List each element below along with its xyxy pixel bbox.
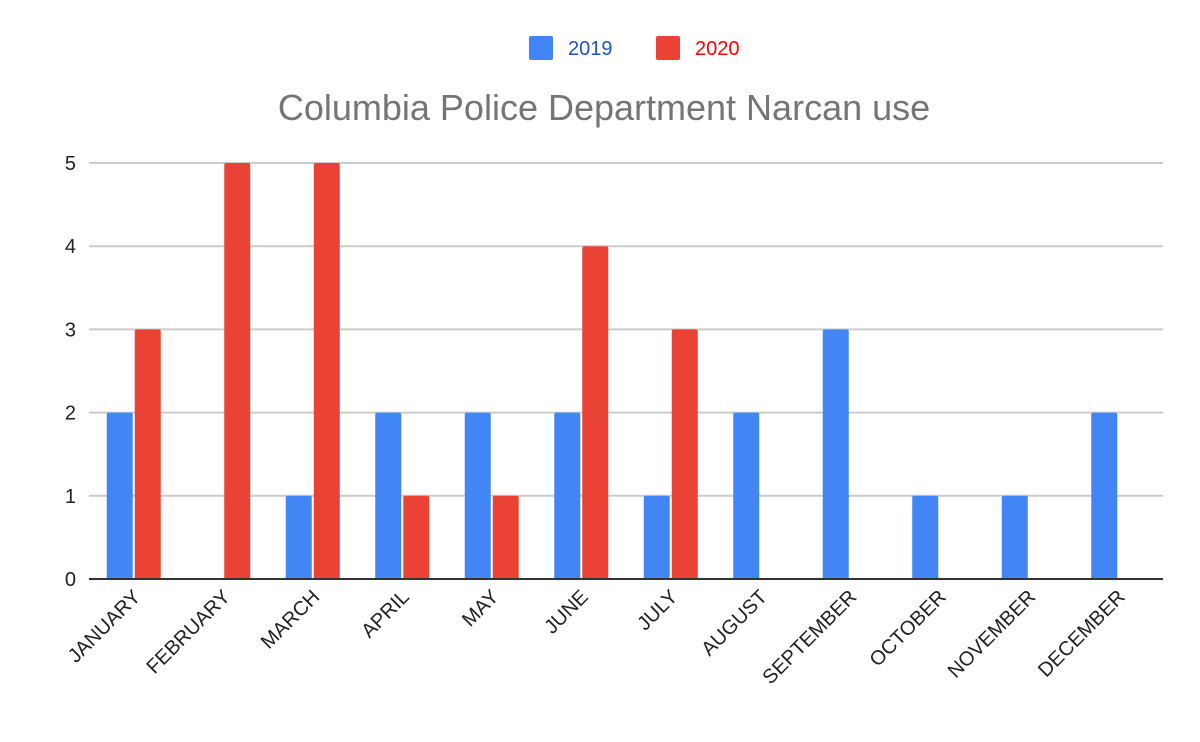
y-tick-label: 3 [65,319,76,341]
bar-2020-april [403,495,430,579]
bar-2019-april [375,412,402,579]
bar-2019-october [912,495,939,579]
y-tick-label: 1 [65,486,76,508]
bar-2019-june [554,412,581,579]
x-tick-label: JUNE [540,586,592,638]
legend-swatch-2019 [529,36,553,60]
bars [106,163,1118,579]
bar-2020-july [671,329,698,579]
bar-2019-december [1091,412,1118,579]
legend-label-2019: 2019 [568,38,613,60]
y-axis-ticks: 0 1 2 3 4 5 [65,153,76,591]
gridlines [89,162,1163,497]
bar-2019-november [1001,495,1028,579]
bar-2019-july [643,495,670,579]
x-tick-label: SEPTEMBER [759,586,862,689]
x-tick-label: MAY [458,586,503,631]
bar-2020-may [492,495,519,579]
legend-label-2020: 2020 [695,38,740,60]
bar-2019-august [733,412,760,579]
x-tick-label: APRIL [357,586,413,642]
legend: 2019 2020 [529,36,740,60]
bar-2020-january [134,329,161,579]
y-tick-label: 4 [65,236,76,258]
y-tick-label: 5 [65,153,76,175]
x-tick-label: NOVEMBER [944,586,1040,682]
y-tick-label: 0 [65,569,76,591]
y-tick-label: 2 [65,403,76,425]
x-tick-label: MARCH [257,586,324,653]
x-tick-label: DECEMBER [1034,586,1130,682]
bar-2020-march [313,163,340,579]
bar-2019-january [106,412,133,579]
chart-title: Columbia Police Department Narcan use [278,87,930,128]
bar-2019-may [464,412,491,579]
bar-2019-september [822,329,849,579]
x-tick-label: JANUARY [64,586,145,667]
bar-2020-june [582,246,609,579]
x-tick-label: AUGUST [697,586,771,660]
bar-2019-march [285,495,312,579]
bar-2020-february [224,163,251,579]
x-tick-label: JULY [633,586,682,635]
legend-swatch-2020 [656,36,680,60]
x-tick-label: OCTOBER [866,586,951,671]
x-tick-label: FEBRUARY [142,586,234,678]
